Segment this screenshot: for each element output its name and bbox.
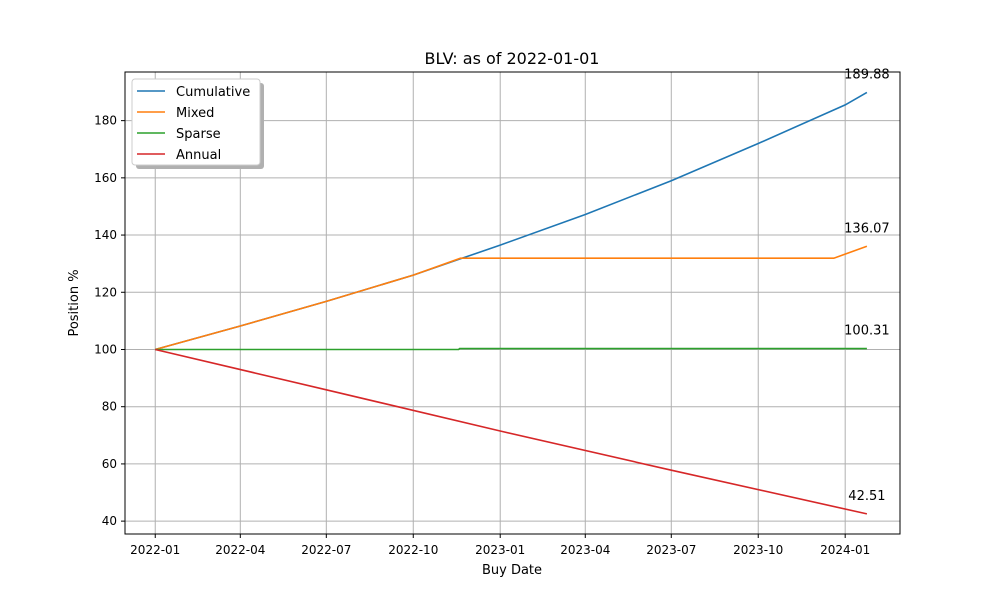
x-axis-label: Buy Date	[482, 563, 542, 578]
series-line-annual	[155, 348, 868, 515]
x-tick-label: 2023-07	[646, 543, 696, 557]
end-label-annual: 42.51	[848, 489, 885, 504]
series-lines	[154, 91, 868, 515]
y-tick-label: 100	[94, 342, 117, 356]
x-tick-label: 2022-10	[388, 543, 438, 557]
x-tick-label: 2023-04	[560, 543, 610, 557]
y-axis-label: Position %	[67, 269, 82, 336]
x-tick-label: 2023-01	[475, 543, 525, 557]
end-label-sparse: 100.31	[844, 324, 890, 339]
legend-box	[131, 78, 261, 166]
x-tick-label: 2022-01	[130, 543, 180, 557]
end-label-mixed: 136.07	[844, 221, 890, 236]
end-labels: 189.88 136.07 100.31 42.51	[844, 67, 890, 504]
plot-area-frame	[124, 71, 901, 535]
y-tick-label: 140	[94, 228, 117, 242]
legend-label-annual: Annual	[176, 148, 221, 163]
y-tick-label: 180	[94, 114, 117, 128]
grid	[125, 72, 900, 534]
x-tick-label: 2023-10	[733, 543, 783, 557]
series-line-sparse	[155, 347, 867, 351]
legend-label-cumulative: Cumulative	[176, 85, 250, 100]
x-tick-label: 2022-07	[301, 543, 351, 557]
end-label-cumulative: 189.88	[844, 67, 890, 82]
y-tick-label: 60	[102, 457, 117, 471]
series-line-mixed	[154, 245, 868, 351]
chart-title: BLV: as of 2022-01-01	[425, 49, 600, 68]
y-tick-label: 120	[94, 285, 117, 299]
y-tick-label: 160	[94, 171, 117, 185]
x-tick-label: 2022-04	[215, 543, 265, 557]
legend: Cumulative Mixed Sparse Annual	[131, 78, 264, 169]
axis-ticks: 2022-01 2022-04 2022-07 2022-10 2023-01 2023-…	[94, 114, 870, 557]
x-tick-label: 2024-01	[820, 543, 870, 557]
legend-label-sparse: Sparse	[176, 127, 221, 142]
y-tick-label: 80	[102, 400, 117, 414]
legend-label-mixed: Mixed	[176, 106, 214, 121]
y-tick-label: 40	[102, 514, 117, 528]
